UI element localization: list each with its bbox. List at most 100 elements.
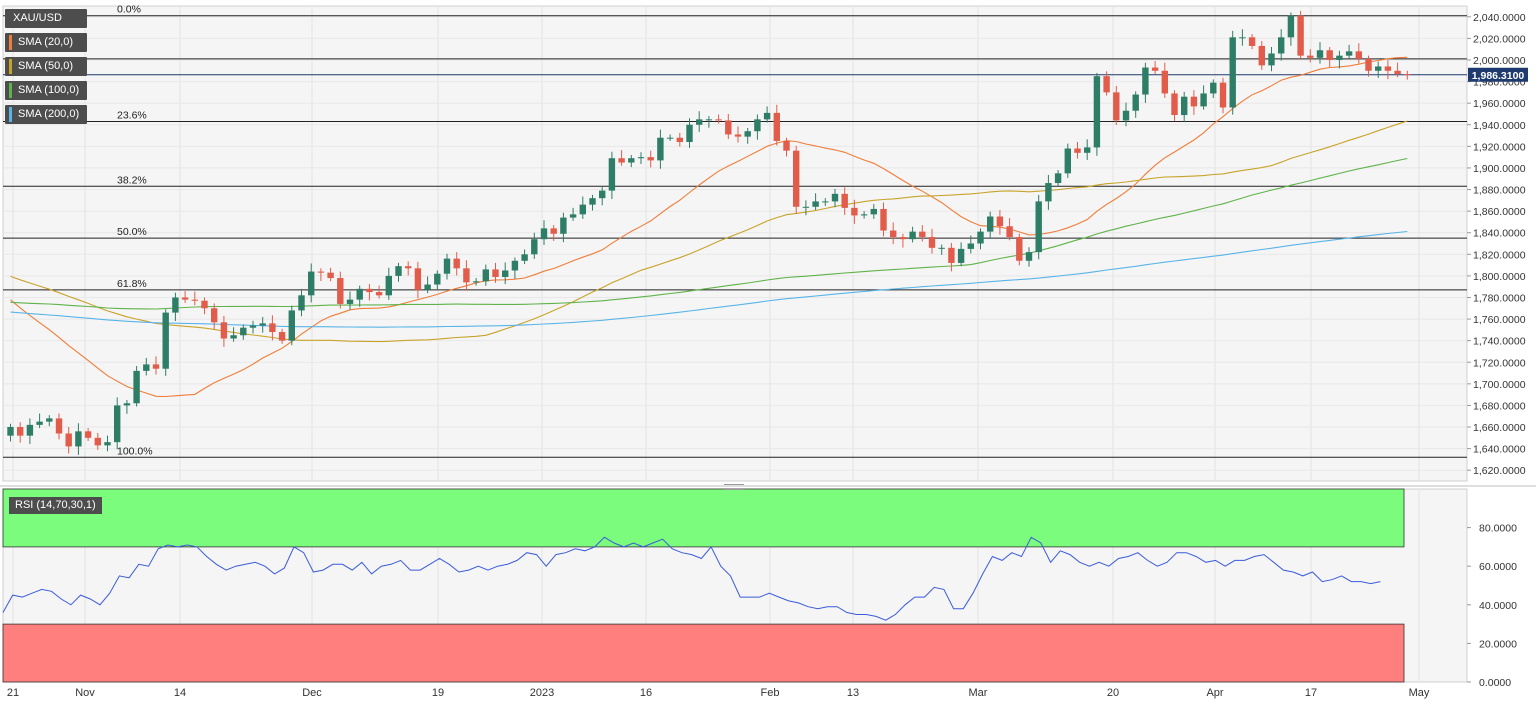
candle-body <box>560 217 567 234</box>
candle-body <box>890 230 897 238</box>
candle-body <box>521 254 528 261</box>
candle <box>909 226 916 243</box>
candle-body <box>540 228 548 240</box>
candle <box>1297 10 1304 59</box>
y-tick-label: 1,840.0000 <box>1473 228 1526 240</box>
candle-body <box>1151 67 1159 71</box>
y-tick-label: 1,960.0000 <box>1473 98 1526 110</box>
candle <box>1132 91 1139 118</box>
candle-body <box>851 207 858 216</box>
candle-body <box>919 231 926 238</box>
x-tick-label: 16 <box>640 687 652 699</box>
candle <box>162 309 169 376</box>
candle <box>502 262 509 285</box>
candle <box>104 435 111 452</box>
candle <box>696 111 703 132</box>
y-tick-label: 2,020.0000 <box>1473 33 1526 45</box>
candle-body <box>1326 50 1333 60</box>
candle <box>259 316 266 333</box>
candle-body <box>511 260 519 271</box>
candle <box>308 263 315 303</box>
candle <box>46 415 53 427</box>
candle <box>870 204 877 219</box>
sma-200-swatch <box>9 107 12 122</box>
y-tick-label: 1,680.0000 <box>1473 400 1526 412</box>
x-tick-label: 14 <box>174 687 186 699</box>
candle-body <box>482 269 489 282</box>
candle-body <box>366 288 373 293</box>
candle <box>1113 85 1120 125</box>
rsi-y-tick-label: 40.0000 <box>1479 600 1517 612</box>
rsi-legend-label: RSI (14,70,30,1) <box>15 499 96 511</box>
candle <box>967 235 974 254</box>
candle <box>482 264 489 286</box>
candle-body <box>1404 74 1411 76</box>
candle <box>919 225 926 242</box>
candle-body <box>162 312 169 369</box>
fibonacci-levels: 0.0% 23.6% 38.2% 50.0% 61.8% 100.0% <box>3 4 1467 458</box>
candle-body <box>191 299 198 301</box>
candle-body <box>1074 148 1081 153</box>
candle <box>453 252 460 276</box>
candle <box>841 187 848 215</box>
candle-body <box>220 322 228 339</box>
candle-body <box>569 214 577 218</box>
candle <box>579 196 586 219</box>
legend-sma-20[interactable]: SMA (20,0) <box>5 33 88 52</box>
rsi-y-tick-label: 80.0000 <box>1479 523 1517 535</box>
candle <box>1287 12 1295 46</box>
fib-level-label: 0.0% <box>117 4 141 16</box>
candle-body <box>608 158 616 191</box>
candle <box>472 278 480 286</box>
candle <box>1084 139 1091 160</box>
legend-sma-200[interactable]: SMA (200,0) <box>5 105 88 124</box>
candle <box>414 261 422 299</box>
candle-body <box>65 433 72 447</box>
candle-body <box>7 427 14 436</box>
candle-body <box>987 216 994 232</box>
candle <box>531 232 538 259</box>
legend-sma-50[interactable]: SMA (50,0) <box>5 57 88 76</box>
candle <box>773 104 780 146</box>
candle <box>1074 142 1081 159</box>
candle-body <box>686 124 693 143</box>
candle-body <box>1239 37 1246 39</box>
candle-body <box>502 270 509 277</box>
candle-body <box>55 418 63 434</box>
legend-symbol[interactable]: XAU/USD <box>5 9 88 28</box>
x-tick-label: 20 <box>1107 687 1119 699</box>
candle-body <box>1006 226 1013 238</box>
candle <box>65 427 72 454</box>
legend-sma-100[interactable]: SMA (100,0) <box>5 81 88 100</box>
candle-body <box>1229 37 1236 108</box>
candle <box>705 116 713 128</box>
candle-body <box>181 297 189 300</box>
candle <box>443 253 451 280</box>
rsi-overbought-zone <box>2 488 1405 548</box>
candle <box>637 152 645 165</box>
rsi-line <box>2 536 1381 621</box>
candle-body <box>1200 93 1207 107</box>
x-tick-label: May <box>1409 687 1430 699</box>
panel-resize-handle[interactable] <box>724 484 744 490</box>
candle <box>851 199 858 224</box>
candle-body <box>666 137 674 139</box>
candle <box>676 132 683 147</box>
candle-body <box>1394 70 1401 75</box>
fib-level-label: 50.0% <box>117 226 147 238</box>
x-tick-label: Feb <box>761 687 780 699</box>
candle-body <box>715 119 722 121</box>
y-tick-label: 1,860.0000 <box>1473 206 1526 218</box>
candle-body <box>405 266 412 269</box>
rsi-legend[interactable]: RSI (14,70,30,1) <box>9 497 102 514</box>
y-tick-label: 1,900.0000 <box>1473 163 1526 175</box>
y-tick-label: 1,660.0000 <box>1473 422 1526 434</box>
legend-symbol-label: XAU/USD <box>13 12 62 24</box>
candlesticks <box>7 10 1411 455</box>
candle-body <box>211 308 218 323</box>
candle-body <box>492 269 499 277</box>
x-tick-label: 2023 <box>530 687 554 699</box>
y-tick-label: 1,820.0000 <box>1473 249 1526 261</box>
candle-body <box>1054 173 1062 184</box>
